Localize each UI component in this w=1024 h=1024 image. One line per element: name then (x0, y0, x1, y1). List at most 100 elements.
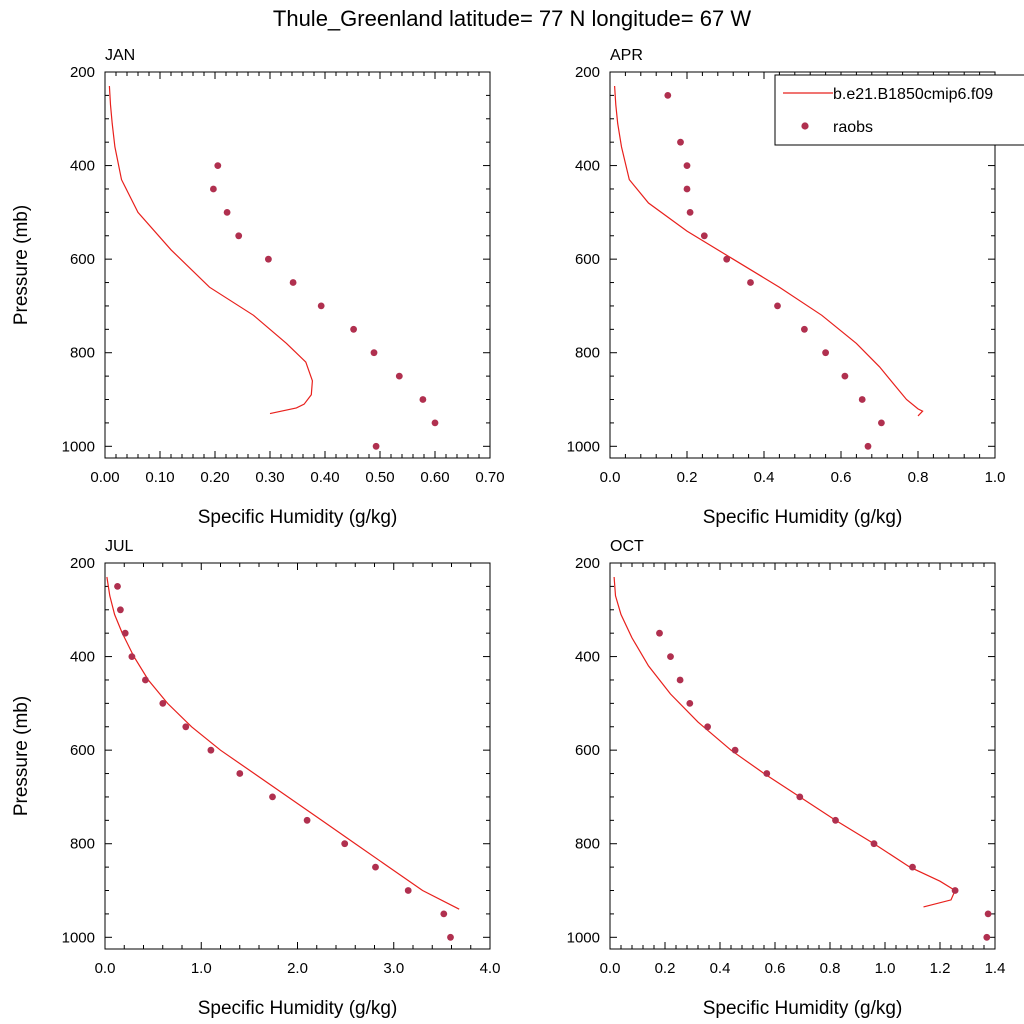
y-tick-label: 400 (575, 649, 600, 666)
y-tick-label: 200 (575, 64, 600, 81)
raobs-point (878, 419, 885, 427)
plot-data (106, 576, 460, 941)
raobs-point (440, 910, 448, 918)
raobs-point (686, 700, 694, 707)
y-tick-label: 400 (575, 158, 600, 175)
raobs-point (704, 723, 711, 731)
raobs-point (317, 302, 325, 310)
raobs-point (664, 92, 672, 99)
x-axis-label: Specific Humidity (g/kg) (703, 998, 903, 1019)
x-tick-label: 0.10 (145, 469, 174, 486)
raobs-point (683, 185, 691, 193)
x-tick-label: 0.4 (754, 469, 775, 486)
y-tick-label: 1000 (62, 438, 95, 455)
y-tick-label: 200 (70, 555, 95, 572)
raobs-point (909, 863, 916, 871)
y-tick-label: 200 (575, 555, 600, 572)
y-tick-label: 400 (70, 649, 95, 666)
legend-box (774, 74, 1024, 146)
chart-title: Thule_Greenland latitude= 77 N longitude… (273, 6, 751, 31)
raobs-point (128, 653, 136, 660)
raobs-point (870, 840, 878, 848)
raobs-point (159, 700, 167, 707)
raobs-point (404, 887, 412, 894)
raobs-point (395, 372, 403, 380)
raobs-point (121, 629, 129, 637)
raobs-point (447, 933, 454, 941)
panel-oct: OCT 0.0 0.2 0.4 0.6 0.8 1.0 1.2 1.4 200 400 600 800 1… (567, 538, 1006, 1019)
legend: b.e21.B1850cmip6.f09 raobs (774, 74, 1024, 146)
raobs-point (223, 209, 231, 216)
x-tick-label: 1.0 (875, 960, 896, 977)
x-tick-label: 1.0 (191, 960, 212, 977)
x-tick-label: 0.50 (365, 469, 394, 486)
x-tick-label: 0.60 (420, 469, 449, 486)
raobs-point (832, 816, 839, 824)
x-tick-label: 0.30 (255, 469, 284, 486)
x-tick-label: 0.0 (600, 960, 621, 977)
raobs-point (983, 933, 991, 941)
plot-frame (609, 562, 996, 950)
y-tick-label: 1000 (62, 929, 95, 946)
raobs-point (656, 629, 663, 637)
raobs-point (372, 863, 379, 871)
plot-data (614, 85, 924, 450)
y-tick-label: 600 (70, 251, 95, 268)
raobs-point (182, 723, 190, 731)
raobs-point (350, 325, 357, 333)
y-tick-label: 800 (70, 836, 95, 853)
raobs-point (801, 325, 808, 333)
raobs-point (207, 746, 215, 754)
y-tick-label: 600 (575, 742, 600, 759)
raobs-point (686, 209, 694, 216)
raobs-point (984, 910, 992, 918)
y-tick-label: 200 (70, 64, 95, 81)
panel-label: JAN (105, 47, 135, 64)
x-tick-label: 0.70 (475, 469, 504, 486)
x-tick-label: 0.8 (820, 960, 841, 977)
x-tick-label: 0.8 (908, 469, 929, 486)
raobs-point (341, 840, 349, 848)
raobs-point (289, 279, 297, 286)
plot-data (108, 85, 439, 450)
raobs-point (419, 396, 427, 403)
raobs-point (951, 887, 959, 894)
x-tick-label: 0.6 (831, 469, 852, 486)
raobs-point (214, 162, 222, 170)
x-tick-label: 0.2 (677, 469, 698, 486)
raobs-point (676, 676, 684, 684)
x-tick-label: 4.0 (480, 960, 501, 977)
x-tick-label: 0.00 (90, 469, 119, 486)
x-tick-label: 1.4 (985, 960, 1006, 977)
plot-frame (609, 71, 996, 459)
x-tick-label: 0.40 (310, 469, 339, 486)
raobs-point (210, 185, 217, 193)
y-tick-label: 600 (70, 742, 95, 759)
y-tick-label: 400 (70, 158, 95, 175)
y-tick-label: 800 (575, 836, 600, 853)
panel-apr: APR 0.0 0.2 0.4 0.6 0.8 1.0 200 400 600 800 1000 Spe… (567, 47, 1006, 528)
raobs-point (858, 396, 866, 403)
model-series-line (108, 85, 314, 415)
x-tick-label: 0.6 (765, 960, 786, 977)
raobs-point (864, 442, 872, 450)
raobs-point (431, 419, 439, 427)
raobs-point (114, 583, 121, 590)
raobs-point (667, 653, 674, 660)
raobs-point (142, 676, 149, 684)
raobs-point (700, 232, 708, 240)
raobs-point (677, 138, 684, 146)
plot-frame (104, 71, 491, 459)
raobs-point (235, 232, 243, 240)
panel-label: OCT (610, 538, 644, 555)
panel-label: APR (610, 47, 643, 64)
raobs-point (747, 279, 754, 286)
y-tick-label: 800 (70, 345, 95, 362)
panels: JAN 0.00 0.10 0.20 0.30 0.40 0.50 0.60 0.70 200 40… (11, 47, 1005, 1019)
x-tick-label: 3.0 (383, 960, 404, 977)
panel-jul: JUL 0.0 1.0 2.0 3.0 4.0 200 400 600 800 1000 Specif… (11, 538, 500, 1019)
raobs-point (269, 793, 276, 801)
panel-jan: JAN 0.00 0.10 0.20 0.30 0.40 0.50 0.60 0.70 200 40… (11, 47, 505, 528)
y-tick-label: 600 (575, 251, 600, 268)
plot-data (613, 576, 992, 941)
